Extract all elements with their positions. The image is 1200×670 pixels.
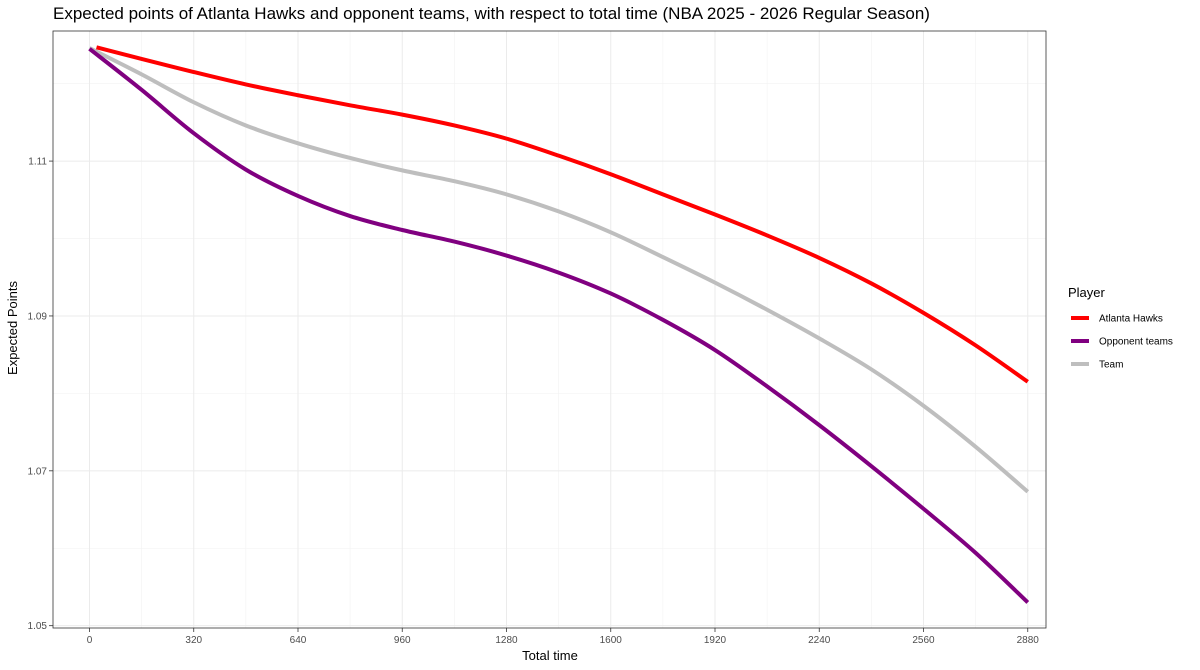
legend-label-atlanta-hawks: Atlanta Hawks <box>1099 314 1163 325</box>
legend-title: Player <box>1068 285 1106 300</box>
x-tick-label: 2880 <box>1017 635 1040 646</box>
series-lines <box>88 45 1030 604</box>
y-tick-label: 1.09 <box>28 311 48 322</box>
x-tick-label: 0 <box>87 635 93 646</box>
minor-gridlines <box>53 31 1046 628</box>
series-line-atlanta-hawks <box>95 45 1029 384</box>
x-tick-label: 1280 <box>495 635 518 646</box>
series-line-team <box>88 46 1030 494</box>
y-tick-label: 1.11 <box>28 157 47 168</box>
x-axis: 0 320 640 960 1280 1600 1920 2240 2560 2880 <box>87 628 1040 646</box>
major-gridlines <box>53 31 1046 628</box>
y-axis-title: Expected Points <box>5 281 20 375</box>
y-tick-label: 1.05 <box>28 621 48 632</box>
x-tick-label: 320 <box>185 635 202 646</box>
series-line-opponent-teams <box>88 47 1030 604</box>
x-tick-label: 960 <box>394 635 411 646</box>
x-tick-label: 1920 <box>704 635 727 646</box>
x-tick-label: 1600 <box>600 635 623 646</box>
legend: Player Atlanta Hawks Opponent teams Team <box>1068 285 1173 371</box>
x-axis-title: Total time <box>522 648 578 663</box>
legend-label-team: Team <box>1099 360 1123 371</box>
plot-panel-border <box>52 30 1047 629</box>
x-tick-label: 2560 <box>912 635 935 646</box>
x-tick-label: 640 <box>290 635 307 646</box>
y-tick-label: 1.07 <box>28 466 48 477</box>
legend-label-opponent-teams: Opponent teams <box>1099 337 1173 348</box>
chart-title: Expected points of Atlanta Hawks and opp… <box>53 4 930 23</box>
x-tick-label: 2240 <box>808 635 831 646</box>
y-axis: 1.05 1.07 1.09 1.11 <box>28 157 53 632</box>
